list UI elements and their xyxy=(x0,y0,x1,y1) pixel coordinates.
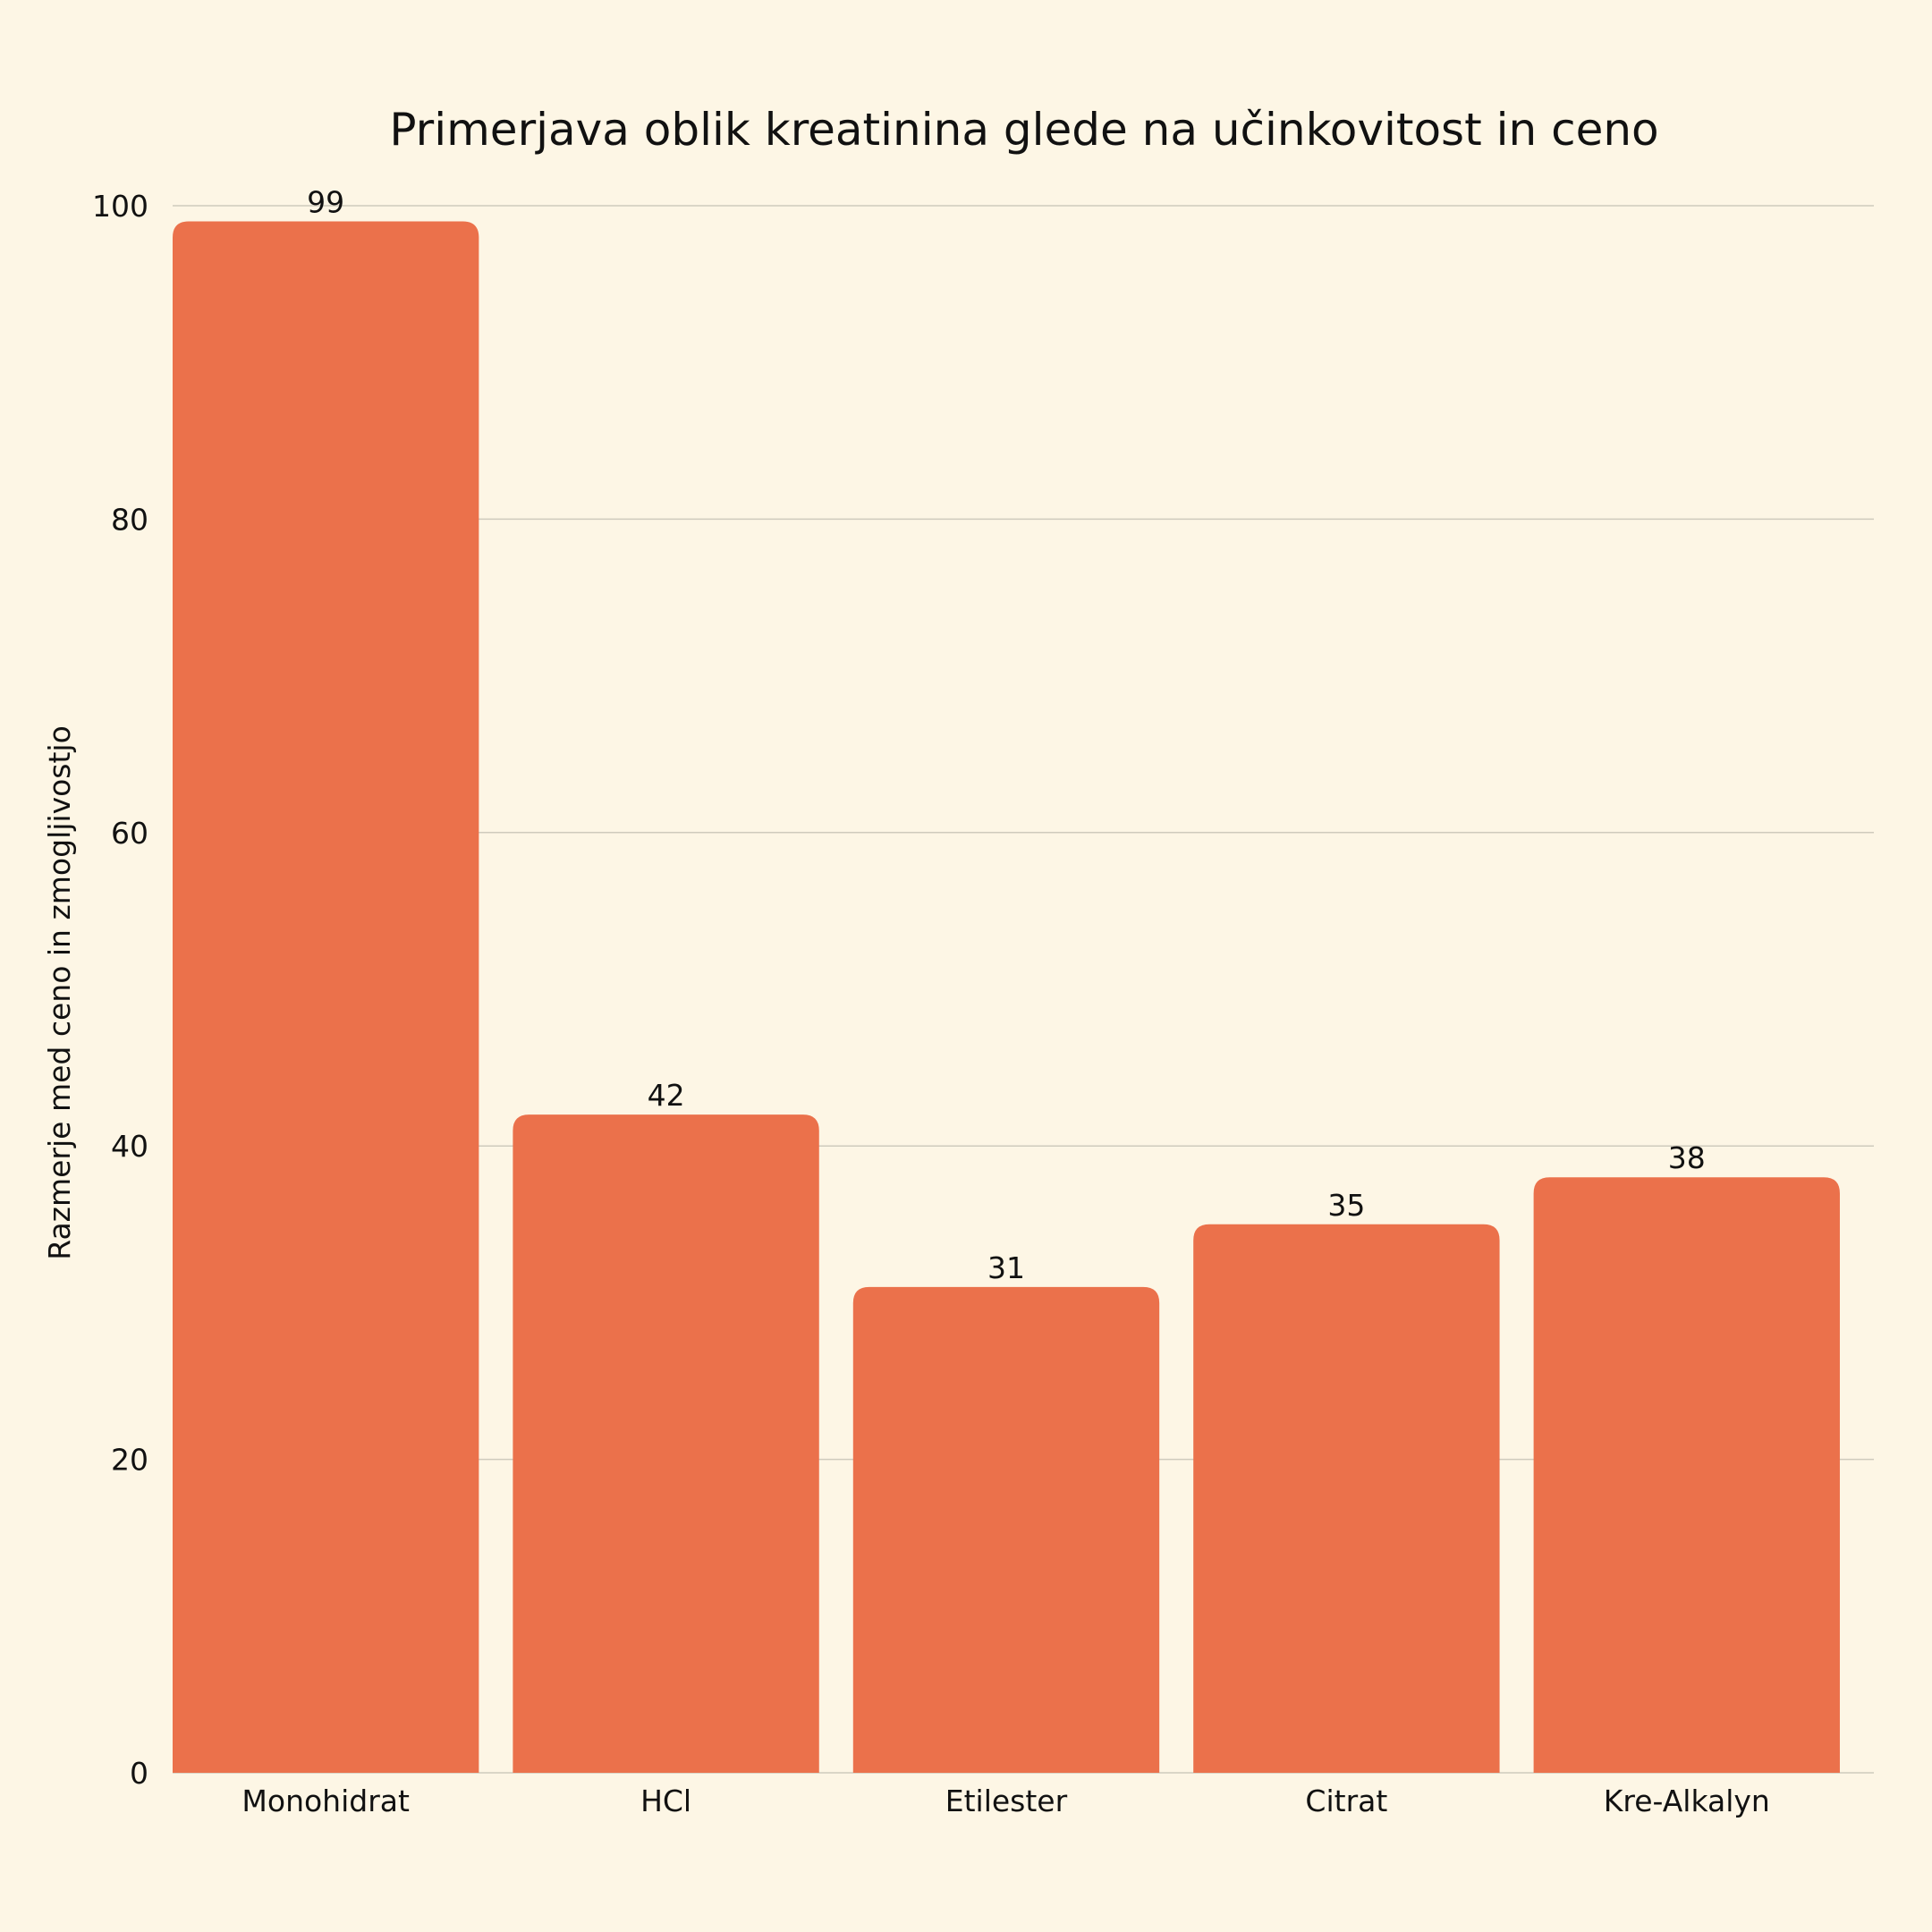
bar xyxy=(1533,1177,1840,1773)
bar-value-label: 42 xyxy=(648,1078,685,1113)
y-tick-label: 80 xyxy=(111,502,148,537)
x-tick-label: Monohidrat xyxy=(242,1784,410,1818)
bar-value-label: 99 xyxy=(307,185,344,220)
bar xyxy=(173,221,479,1773)
bar-value-label: 31 xyxy=(987,1250,1025,1285)
y-axis-label: Razmerje med ceno in zmogljivostjo xyxy=(42,725,77,1260)
x-tick-label: HCl xyxy=(640,1784,691,1818)
x-axis-ticks: Monohidrat HCl Etilester Citrat Kre-Alkalyn xyxy=(242,1784,1769,1818)
bar xyxy=(852,1286,1160,1773)
y-tick-label: 100 xyxy=(92,189,148,224)
value-labels: 99 42 31 35 38 xyxy=(307,185,1706,1285)
x-tick-label: Kre-Alkalyn xyxy=(1604,1784,1770,1818)
bars xyxy=(173,221,1840,1773)
bar xyxy=(513,1114,819,1773)
y-tick-label: 0 xyxy=(130,1756,148,1791)
bar xyxy=(1193,1224,1500,1773)
y-tick-label: 20 xyxy=(111,1443,148,1478)
x-tick-label: Citrat xyxy=(1305,1784,1387,1818)
x-tick-label: Etilester xyxy=(945,1784,1068,1818)
y-tick-label: 40 xyxy=(111,1129,148,1164)
y-axis-ticks: 0 20 40 60 80 100 xyxy=(92,189,148,1791)
bar-value-label: 35 xyxy=(1327,1188,1365,1223)
bar-value-label: 38 xyxy=(1668,1140,1706,1175)
y-tick-label: 60 xyxy=(111,816,148,851)
chart-title: Primerjava oblik kreatinina glede na uči… xyxy=(389,104,1658,156)
